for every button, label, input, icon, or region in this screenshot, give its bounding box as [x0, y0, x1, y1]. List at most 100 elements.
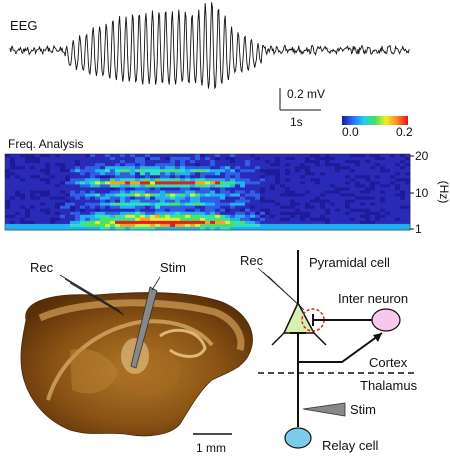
spectrogram-cell: [360, 172, 366, 176]
spectrogram-cell: [295, 214, 301, 219]
spectrogram-cell: [295, 217, 301, 222]
spectrogram-cell: [50, 181, 56, 185]
spectrogram-cell: [260, 223, 266, 228]
spectrogram-cell: [405, 154, 411, 158]
spectrogram-cell: [365, 199, 371, 204]
spectrogram-cell: [245, 193, 251, 197]
spectrogram-cell: [95, 172, 101, 176]
spectrogram-cell: [200, 172, 206, 176]
spectrogram-cell: [65, 181, 71, 185]
spectrogram-cell: [165, 214, 171, 219]
spectrogram-cell: [370, 157, 376, 161]
spectrogram-cell: [55, 208, 61, 213]
spectrogram-cell: [115, 169, 121, 173]
spectrogram-cell: [400, 166, 406, 170]
spectrogram-cell: [275, 196, 281, 200]
spectrogram-cell: [315, 226, 321, 231]
spectrogram-cell: [290, 220, 296, 225]
spectrogram-cell: [325, 172, 331, 176]
spectrogram-cell: [40, 166, 46, 170]
spectrogram-cell: [385, 193, 391, 197]
spectrogram-cell: [185, 196, 191, 200]
eeg-scale-bar: 0.2 mV 1s: [279, 87, 325, 129]
thalamus-label: Thalamus: [360, 378, 418, 393]
colorbar-swatch: [342, 116, 408, 125]
spectrogram-cell: [75, 199, 81, 204]
spectrogram-cell: [45, 223, 51, 228]
spectrogram-cell: [220, 184, 226, 188]
spectrogram-cell: [90, 190, 96, 194]
spectrogram-cell: [250, 211, 256, 216]
spectrogram-cell: [325, 181, 331, 185]
spectrogram-cell: [50, 169, 56, 173]
spectrogram-cell: [130, 202, 136, 207]
spectrogram-cell: [25, 157, 31, 161]
spectrogram-cell: [30, 211, 36, 216]
spectrogram-cell: [75, 169, 81, 173]
spectrogram-cell: [135, 166, 141, 170]
spectrogram-cell: [240, 154, 246, 158]
spectrogram-cell: [195, 181, 201, 185]
spectrogram-cell: [275, 169, 281, 173]
spectrogram-cell: [10, 163, 16, 167]
spectrogram-cell: [360, 187, 366, 191]
spectrogram-cell: [20, 193, 26, 197]
spectrogram-cell: [175, 184, 181, 188]
spectrogram-cell: [55, 226, 61, 231]
spectrogram-cell: [270, 202, 276, 207]
spectrogram-cell: [10, 193, 16, 197]
spectrogram-cell: [70, 172, 76, 176]
spectrogram-cell: [240, 166, 246, 170]
spectrogram-cell: [155, 172, 161, 176]
spectrogram-cell: [350, 202, 356, 207]
spectrogram-cell: [205, 157, 211, 161]
spectrogram-cell: [275, 181, 281, 185]
spectrogram-cell: [90, 160, 96, 164]
spectrogram-cell: [95, 208, 101, 213]
spectrogram-cell: [180, 217, 186, 222]
spectrogram-cell: [30, 181, 36, 185]
spectrogram-cell: [180, 163, 186, 167]
spectrogram-cell: [80, 196, 86, 200]
spectrogram-cell: [145, 166, 151, 170]
spectrogram-cell: [350, 217, 356, 222]
spectrogram-cell: [350, 181, 356, 185]
spectrogram-cell: [225, 169, 231, 173]
spectrogram-cell: [25, 187, 31, 191]
spectrogram-cell: [80, 172, 86, 176]
spectrogram-cell: [50, 199, 56, 204]
spectrogram-cell: [100, 172, 106, 176]
spectrogram-cell: [250, 223, 256, 228]
spectrogram-cell: [285, 187, 291, 191]
spectrogram-cell: [345, 211, 351, 216]
spectrogram-cell: [250, 175, 256, 179]
spectrogram-cell: [90, 211, 96, 216]
spectrogram-cell: [125, 223, 131, 228]
spectrogram-cell: [155, 208, 161, 213]
spectrogram-cell: [220, 166, 226, 170]
spectrogram-cell: [105, 160, 111, 164]
spectrogram-cell: [165, 199, 171, 204]
spectrogram-cell: [360, 193, 366, 197]
spectrogram-cell: [55, 172, 61, 176]
spectrogram-cell: [365, 181, 371, 185]
spectrogram-cell: [220, 169, 226, 173]
spectrogram-cell: [275, 175, 281, 179]
spectrogram-cell: [15, 220, 21, 225]
spectrogram-cell: [365, 223, 371, 228]
spectrogram-cell: [225, 163, 231, 167]
spectrogram-cell: [85, 196, 91, 200]
spectrogram-cell: [380, 175, 386, 179]
spectrogram-cell: [230, 166, 236, 170]
spectrogram-cell: [365, 217, 371, 222]
spectrogram-cell: [195, 175, 201, 179]
spectrogram-cell: [100, 154, 106, 158]
spectrogram-cell: [345, 187, 351, 191]
spectrogram-cell: [195, 205, 201, 210]
hippocampus-curve: [159, 328, 207, 358]
spectrogram-cell: [295, 160, 301, 164]
spectrogram-cell: [140, 193, 146, 197]
spectrogram-cell: [30, 178, 36, 182]
spectrogram-cell: [10, 157, 16, 161]
spectrogram-cell: [45, 154, 51, 158]
